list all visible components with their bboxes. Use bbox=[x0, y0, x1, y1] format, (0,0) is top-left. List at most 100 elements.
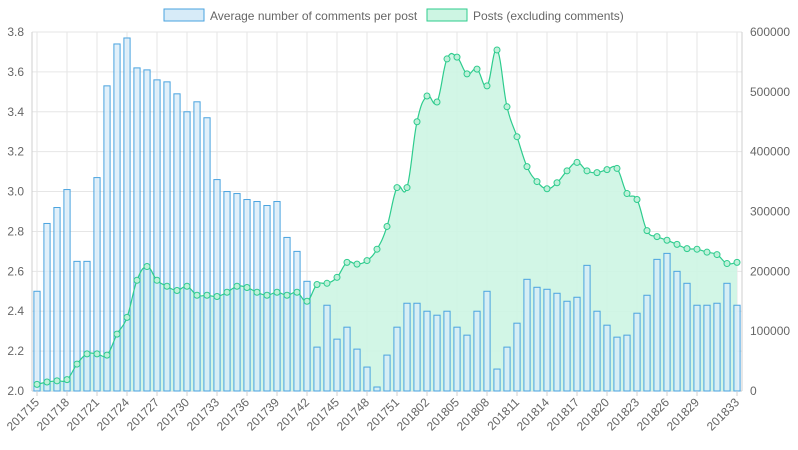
legend-label-posts[interactable]: Posts (excluding comments) bbox=[473, 9, 624, 23]
bar[interactable] bbox=[93, 177, 101, 392]
posts-point[interactable] bbox=[673, 240, 681, 248]
posts-point[interactable] bbox=[213, 292, 221, 300]
bar[interactable] bbox=[253, 201, 261, 392]
posts-point[interactable] bbox=[113, 330, 121, 338]
bar[interactable] bbox=[273, 201, 281, 392]
bar[interactable] bbox=[233, 193, 241, 392]
posts-point[interactable] bbox=[413, 118, 421, 126]
bar[interactable] bbox=[73, 260, 81, 392]
posts-point[interactable] bbox=[503, 103, 511, 111]
posts-point[interactable] bbox=[353, 260, 361, 268]
posts-point[interactable] bbox=[603, 166, 611, 174]
bar[interactable] bbox=[393, 326, 401, 392]
posts-point[interactable] bbox=[643, 227, 651, 235]
posts-point[interactable] bbox=[253, 288, 261, 296]
posts-point[interactable] bbox=[133, 276, 141, 284]
posts-point[interactable] bbox=[83, 350, 91, 358]
posts-point[interactable] bbox=[303, 297, 311, 305]
posts-point[interactable] bbox=[63, 376, 71, 384]
bar[interactable] bbox=[663, 252, 671, 392]
bar[interactable] bbox=[173, 93, 181, 392]
posts-point[interactable] bbox=[173, 286, 181, 294]
bar[interactable] bbox=[323, 304, 331, 392]
posts-point[interactable] bbox=[383, 222, 391, 230]
bar[interactable] bbox=[583, 264, 591, 392]
bar[interactable] bbox=[123, 37, 131, 392]
bar[interactable] bbox=[493, 368, 501, 392]
bar[interactable] bbox=[443, 310, 451, 392]
legend[interactable]: Average number of comments per post Post… bbox=[163, 8, 624, 23]
posts-point[interactable] bbox=[393, 184, 401, 192]
posts-point[interactable] bbox=[373, 245, 381, 253]
bar[interactable] bbox=[623, 334, 631, 392]
posts-point[interactable] bbox=[433, 98, 441, 106]
bar[interactable] bbox=[133, 67, 141, 392]
posts-point[interactable] bbox=[33, 380, 41, 388]
posts-point[interactable] bbox=[53, 377, 61, 385]
bar[interactable] bbox=[153, 79, 161, 392]
bar[interactable] bbox=[703, 304, 711, 392]
bar[interactable] bbox=[463, 334, 471, 392]
posts-point[interactable] bbox=[73, 360, 81, 368]
posts-point[interactable] bbox=[193, 291, 201, 299]
bar[interactable] bbox=[413, 302, 421, 392]
bar[interactable] bbox=[503, 346, 511, 392]
bar[interactable] bbox=[383, 354, 391, 392]
bar[interactable] bbox=[513, 322, 521, 392]
bar[interactable] bbox=[33, 290, 41, 392]
posts-point[interactable] bbox=[723, 260, 731, 268]
bar[interactable] bbox=[63, 189, 71, 392]
bar[interactable] bbox=[423, 310, 431, 392]
bar[interactable] bbox=[403, 302, 411, 392]
bar[interactable] bbox=[453, 326, 461, 392]
posts-point[interactable] bbox=[633, 196, 641, 204]
bar[interactable] bbox=[543, 288, 551, 392]
posts-point[interactable] bbox=[623, 190, 631, 198]
bar[interactable] bbox=[523, 278, 531, 392]
posts-point[interactable] bbox=[443, 55, 451, 63]
bar[interactable] bbox=[343, 326, 351, 392]
posts-point[interactable] bbox=[243, 283, 251, 291]
posts-point[interactable] bbox=[93, 350, 101, 358]
bar[interactable] bbox=[613, 336, 621, 392]
bar[interactable] bbox=[643, 294, 651, 392]
bar[interactable] bbox=[693, 304, 701, 392]
posts-point[interactable] bbox=[483, 82, 491, 90]
bar[interactable] bbox=[533, 286, 541, 392]
bar[interactable] bbox=[723, 282, 731, 392]
bar[interactable] bbox=[433, 314, 441, 392]
posts-point[interactable] bbox=[263, 291, 271, 299]
posts-point[interactable] bbox=[123, 313, 131, 321]
posts-point[interactable] bbox=[513, 133, 521, 141]
posts-point[interactable] bbox=[523, 163, 531, 171]
posts-point[interactable] bbox=[143, 263, 151, 271]
posts-point[interactable] bbox=[453, 53, 461, 61]
bar[interactable] bbox=[373, 386, 381, 392]
posts-point[interactable] bbox=[573, 158, 581, 166]
posts-point[interactable] bbox=[403, 184, 411, 192]
posts-point[interactable] bbox=[693, 245, 701, 253]
posts-point[interactable] bbox=[663, 236, 671, 244]
posts-point[interactable] bbox=[283, 291, 291, 299]
bar[interactable] bbox=[353, 348, 361, 392]
posts-point[interactable] bbox=[363, 257, 371, 265]
posts-point[interactable] bbox=[343, 258, 351, 266]
posts-point[interactable] bbox=[163, 282, 171, 290]
bar[interactable] bbox=[193, 101, 201, 392]
posts-point[interactable] bbox=[733, 258, 741, 266]
bar[interactable] bbox=[163, 81, 171, 392]
posts-point[interactable] bbox=[333, 273, 341, 281]
posts-point[interactable] bbox=[223, 288, 231, 296]
legend-swatch-comments[interactable] bbox=[163, 8, 205, 22]
posts-point[interactable] bbox=[553, 179, 561, 187]
posts-point[interactable] bbox=[183, 282, 191, 290]
posts-point[interactable] bbox=[43, 378, 51, 386]
posts-point[interactable] bbox=[543, 185, 551, 193]
posts-point[interactable] bbox=[593, 169, 601, 177]
posts-point[interactable] bbox=[293, 288, 301, 296]
posts-point[interactable] bbox=[233, 282, 241, 290]
bar[interactable] bbox=[213, 179, 221, 392]
bar[interactable] bbox=[293, 250, 301, 392]
posts-point[interactable] bbox=[683, 245, 691, 253]
legend-label-comments[interactable]: Average number of comments per post bbox=[210, 9, 418, 23]
